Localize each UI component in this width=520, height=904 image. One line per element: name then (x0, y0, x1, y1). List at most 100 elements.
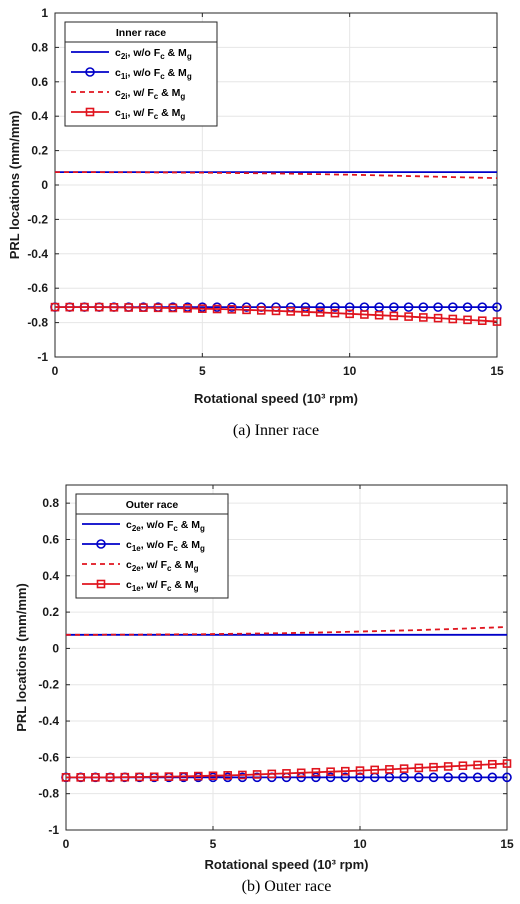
point-marker (238, 770, 247, 780)
point-marker (473, 760, 482, 770)
point-marker (315, 308, 325, 317)
point-marker (374, 310, 384, 320)
legend-marker (85, 107, 95, 117)
point-marker (256, 306, 266, 315)
point-marker (399, 772, 409, 783)
point-marker (153, 303, 163, 313)
legend-marker (96, 579, 106, 589)
point-marker (502, 759, 512, 768)
point-marker (164, 772, 174, 781)
point-marker (168, 303, 178, 313)
chart-inner-race: 0 5 10 15 -1 -0.8 -0.6 -0.4 -0.2 0 0.2 0.4 0.6 0.8 1 Ro… (7, 6, 504, 439)
figure-caption: (b) Outer race (242, 878, 332, 895)
series-line-3 (55, 306, 498, 323)
point-marker (326, 767, 335, 777)
point-marker (403, 302, 414, 312)
point-marker (492, 302, 502, 312)
legend-entry-label: c2e, w/o Fc & Mg (126, 519, 205, 533)
point-marker (149, 772, 159, 782)
point-marker (389, 302, 399, 312)
legend-title: Inner race (116, 27, 166, 39)
point-marker (91, 773, 100, 782)
x-tick-label: 5 (199, 364, 206, 378)
point-marker (282, 769, 291, 778)
point-marker (227, 305, 237, 314)
point-marker (414, 763, 424, 773)
point-marker (492, 317, 502, 326)
point-marker (65, 302, 75, 312)
point-marker (76, 773, 85, 782)
point-marker (360, 310, 369, 319)
legend-entry-label: c1e, w/o Fc & Mg (126, 539, 205, 553)
legend-marker (85, 67, 95, 77)
y-tick-label: -0.6 (27, 281, 48, 295)
legend-entry-label: c2i, w/ Fc & Mg (115, 87, 185, 101)
point-marker (462, 302, 473, 312)
point-marker (105, 773, 115, 782)
y-tick-label: 0.4 (42, 569, 59, 583)
y-tick-label: -1 (48, 823, 59, 837)
point-marker (502, 772, 512, 783)
point-marker (404, 312, 413, 321)
point-marker (208, 771, 218, 781)
point-marker (418, 302, 429, 312)
point-marker (389, 311, 399, 321)
point-marker (267, 769, 277, 779)
point-marker (311, 767, 321, 777)
point-marker (311, 772, 321, 783)
x-tick-label: 15 (490, 364, 504, 378)
point-marker (242, 305, 251, 315)
axes-box (65, 484, 508, 831)
point-marker (477, 302, 488, 312)
point-marker (443, 772, 454, 783)
x-axis-label: Rotational speed (10³ rpm) (205, 857, 369, 872)
x-tick-label: 10 (353, 837, 367, 851)
point-marker (223, 771, 232, 780)
y-tick-label: 0.6 (42, 532, 59, 546)
point-marker (419, 313, 428, 322)
y-tick-label: 0.6 (31, 75, 48, 89)
legend-entry-label: c2e, w/ Fc & Mg (126, 559, 199, 573)
x-tick-label: 5 (210, 837, 217, 851)
legend-entry-label: c2i, w/o Fc & Mg (115, 47, 192, 61)
legend: Outer race c2e, w/o Fc & Mg c1e, w/o Fc & … (75, 493, 229, 599)
y-tick-label: 0.4 (31, 109, 48, 123)
point-marker (463, 315, 472, 325)
point-marker (477, 316, 487, 326)
y-tick-label: 0.2 (31, 144, 48, 158)
point-marker (487, 759, 497, 769)
y-tick-label: 0.8 (42, 496, 59, 510)
point-marker (370, 765, 380, 775)
point-marker (448, 314, 458, 324)
point-marker (94, 302, 104, 312)
y-tick-label: -0.2 (27, 212, 48, 226)
y-axis-label: PRL locations (mm/mm) (14, 583, 29, 732)
y-tick-label: 1 (41, 6, 48, 20)
x-tick-label: 10 (343, 364, 357, 378)
point-marker (296, 768, 306, 778)
point-marker (179, 772, 188, 781)
point-marker (61, 773, 71, 782)
point-marker (271, 306, 281, 316)
point-marker (399, 764, 409, 773)
legend-entry-label: c1i, w/o Fc & Mg (115, 67, 192, 81)
series-line-2 (66, 626, 508, 636)
point-marker (124, 303, 133, 312)
y-tick-label: -1 (37, 350, 48, 364)
point-marker (198, 304, 207, 313)
chart-outer-race: 0 5 10 15 -1 -0.8 -0.6 -0.4 -0.2 0 0.2 0.4 0.6 0.8 Rot… (14, 484, 514, 895)
y-axis-label: PRL locations (mm/mm) (7, 111, 22, 260)
point-marker (458, 772, 468, 783)
x-tick-label: 15 (500, 837, 514, 851)
point-marker (120, 772, 130, 782)
point-marker (443, 762, 453, 771)
legend-marker (96, 539, 106, 549)
point-marker (315, 302, 326, 312)
y-tick-label: -0.2 (38, 678, 59, 692)
point-marker (50, 302, 60, 312)
legend: Inner race c2i, w/o Fc & Mg c1i, w/o Fc & … (64, 21, 218, 127)
point-marker (330, 308, 340, 318)
y-tick-label: 0.2 (42, 605, 59, 619)
point-marker (447, 302, 458, 312)
